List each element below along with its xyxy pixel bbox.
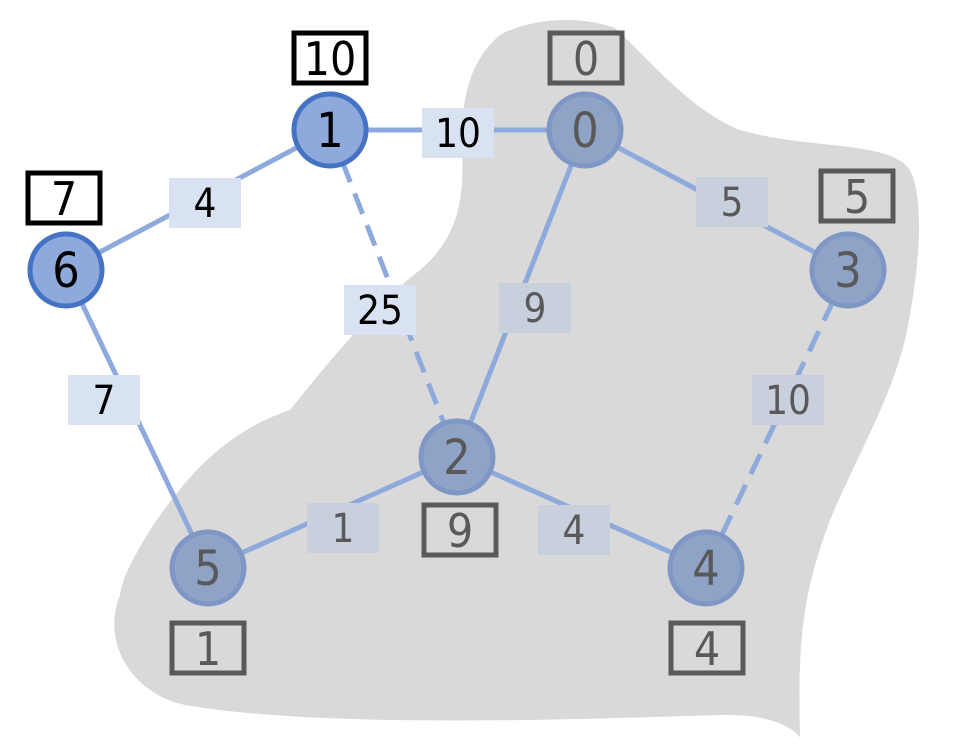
edge-weight-label: 4	[538, 505, 610, 555]
edge-weight-text: 4	[563, 508, 586, 554]
distance-value: 7	[51, 172, 77, 226]
edge-weight-text: 9	[524, 286, 547, 332]
node-circle	[667, 529, 745, 607]
graph-node-3: 3	[809, 231, 887, 309]
nodes-layer: 0 1 2 3 4 5 6	[27, 91, 887, 607]
distance-value: 9	[447, 504, 473, 558]
distance-box-node-1: 10	[291, 30, 369, 86]
edge-weight-label: 10	[752, 375, 824, 425]
graph-node-0: 0	[546, 91, 624, 169]
edge-weight-box	[499, 283, 571, 333]
distance-box	[547, 30, 625, 86]
edge-weights-layer: 10 4 25 7 5 9 10 1 4	[68, 108, 824, 555]
edge-weight-label: 10	[422, 108, 494, 158]
edge-weight-box	[307, 503, 379, 553]
node-circle	[809, 231, 887, 309]
node-circle	[27, 231, 105, 309]
edge-weight-text: 25	[357, 288, 403, 334]
node-label: 0	[571, 103, 598, 159]
distance-box-node-6: 7	[25, 170, 103, 226]
graph-node-2: 2	[418, 418, 496, 496]
edge-weight-box	[752, 375, 824, 425]
edge-weight-text: 5	[721, 180, 744, 226]
distance-box	[818, 168, 896, 224]
node-circle	[169, 529, 247, 607]
edge-3-4	[703, 268, 851, 570]
distance-box-node-0: 0	[547, 30, 625, 86]
node-label: 6	[52, 243, 79, 299]
graph-node-4: 4	[667, 529, 745, 607]
node-label: 4	[692, 541, 719, 597]
distance-box	[668, 620, 746, 676]
edge-weight-box	[169, 178, 241, 228]
distance-box-node-4: 4	[668, 620, 746, 676]
distance-value: 10	[304, 32, 357, 86]
edge-weight-label: 1	[307, 503, 379, 553]
edge-weight-box	[422, 108, 494, 158]
distance-box	[291, 30, 369, 86]
distance-box-node-2: 9	[421, 502, 499, 558]
distance-box-node-5: 1	[169, 620, 247, 676]
node-label: 5	[194, 541, 221, 597]
distance-box	[25, 170, 103, 226]
edge-weight-box	[68, 375, 140, 425]
graph-node-6: 6	[27, 231, 105, 309]
edge-weight-label: 5	[696, 177, 768, 227]
edge-weight-text: 10	[435, 111, 481, 157]
distance-value: 0	[573, 32, 599, 86]
distance-value: 5	[844, 170, 870, 224]
edge-weight-box	[344, 285, 416, 335]
edge-weight-label: 7	[68, 375, 140, 425]
edge-weight-box	[696, 177, 768, 227]
graph-node-5: 5	[169, 529, 247, 607]
edge-weight-label: 9	[499, 283, 571, 333]
node-circle	[291, 91, 369, 169]
distance-value: 1	[195, 622, 221, 676]
distance-box	[169, 620, 247, 676]
edge-weight-label: 25	[344, 285, 416, 335]
edge-weight-text: 1	[332, 506, 355, 552]
edge-weight-text: 4	[194, 181, 217, 227]
edge-weight-text: 10	[765, 378, 811, 424]
node-label: 3	[834, 243, 861, 299]
distance-value: 4	[694, 622, 720, 676]
node-circle	[418, 418, 496, 496]
edge-weight-box	[538, 505, 610, 555]
distance-box-node-3: 5	[818, 168, 896, 224]
node-label: 2	[443, 430, 470, 486]
node-circle	[546, 91, 624, 169]
edge-weight-text: 7	[93, 378, 116, 424]
distance-box	[421, 502, 499, 558]
graph-node-1: 1	[291, 91, 369, 169]
edge-weight-label: 4	[169, 178, 241, 228]
node-label: 1	[316, 103, 343, 159]
